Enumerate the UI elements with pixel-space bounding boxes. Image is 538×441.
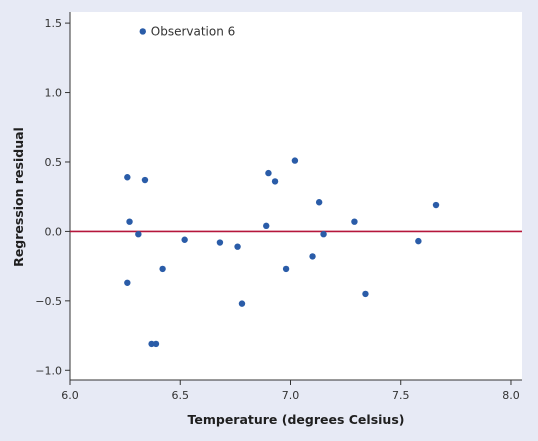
point-annotation: Observation 6 [151,24,236,38]
x-tick-label: 7.0 [282,389,300,402]
data-point [126,218,132,224]
data-point [239,300,245,306]
x-axis: 6.0 6.5 7.0 7.5 8.0 [61,380,522,402]
data-point [292,157,298,163]
data-point [124,280,130,286]
y-tick-label: 1.5 [45,17,63,30]
x-tick-label: 6.5 [171,389,189,402]
y-tick-label: −1.0 [35,364,62,377]
data-point [159,266,165,272]
data-point [351,218,357,224]
plot-area [70,12,522,380]
x-axis-title: Temperature (degrees Celsius) [188,412,405,427]
annotation-layer: Observation 6 [151,24,236,38]
x-tick-label: 6.0 [61,389,79,402]
data-point [140,28,146,34]
data-point [153,341,159,347]
y-tick-label: 0.5 [45,156,63,169]
data-point [181,237,187,243]
y-axis: −1.0 −0.5 0.0 0.5 1.0 1.5 [35,12,70,380]
x-tick-label: 7.5 [392,389,410,402]
data-point [217,239,223,245]
data-point [415,238,421,244]
data-point [142,177,148,183]
x-tick-label: 8.0 [502,389,520,402]
data-point [234,243,240,249]
data-point [135,231,141,237]
data-point [283,266,289,272]
data-point [320,231,326,237]
data-point [263,223,269,229]
data-point [433,202,439,208]
data-point [362,291,368,297]
y-tick-label: 0.0 [45,225,63,238]
y-tick-label: 1.0 [45,87,63,100]
data-point [316,199,322,205]
data-point [309,253,315,259]
data-point [124,174,130,180]
y-tick-label: −0.5 [35,295,62,308]
y-axis-title: Regression residual [11,127,26,267]
data-point [272,178,278,184]
data-point [265,170,271,176]
